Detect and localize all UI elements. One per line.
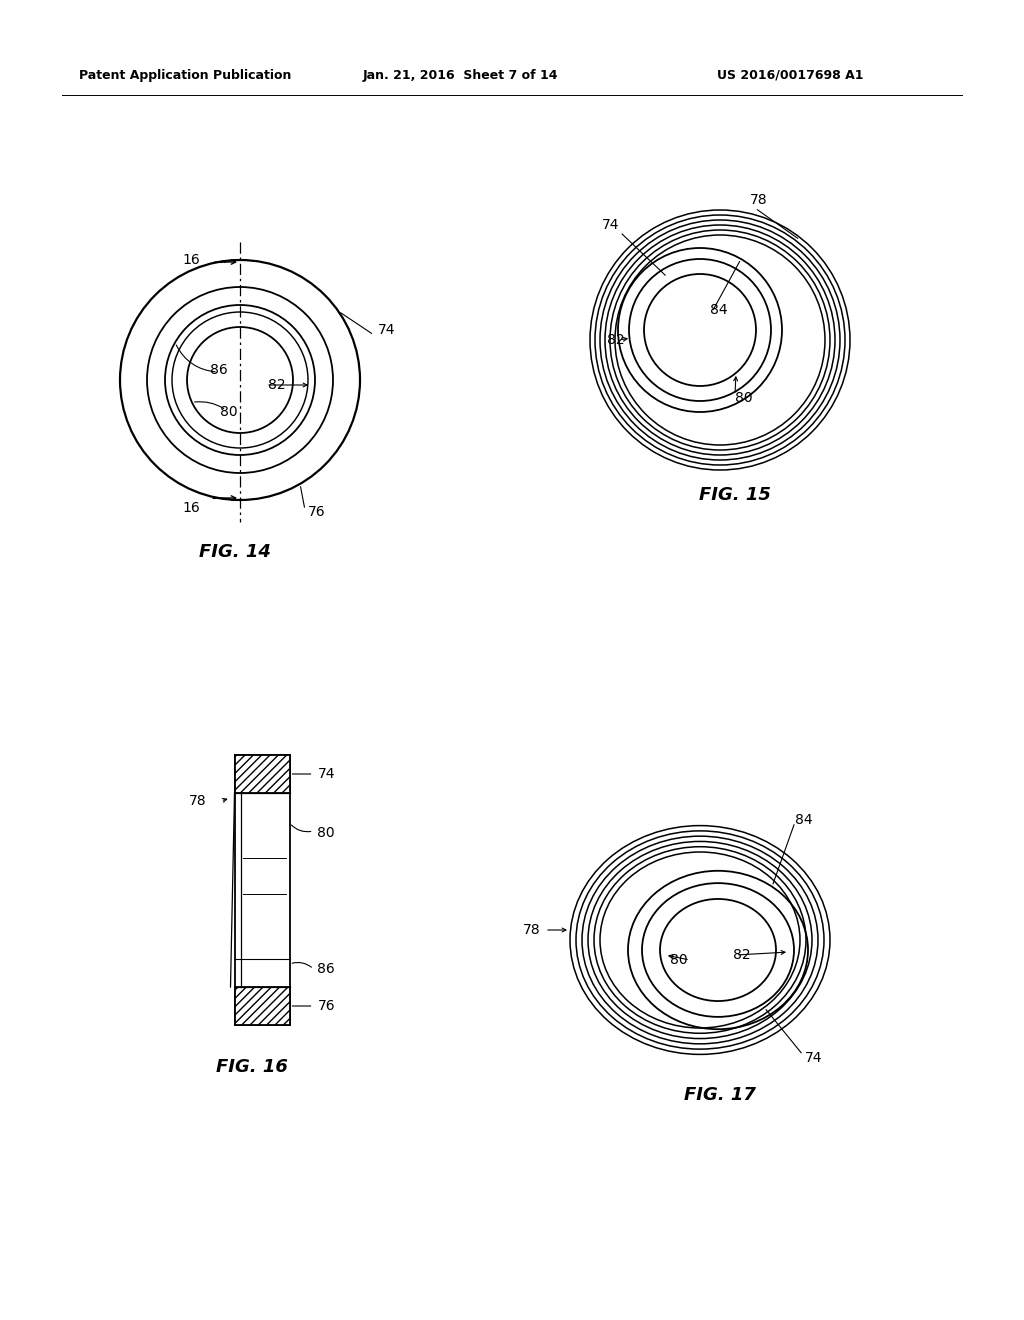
Text: FIG. 17: FIG. 17 bbox=[684, 1086, 756, 1104]
Text: FIG. 15: FIG. 15 bbox=[699, 486, 771, 504]
Text: 74: 74 bbox=[317, 767, 335, 781]
Text: Patent Application Publication: Patent Application Publication bbox=[79, 69, 291, 82]
Text: 82: 82 bbox=[268, 378, 286, 392]
Text: 78: 78 bbox=[522, 923, 540, 937]
Text: 74: 74 bbox=[378, 323, 395, 337]
Text: 78: 78 bbox=[750, 193, 768, 207]
Text: 80: 80 bbox=[735, 391, 753, 405]
Text: 16: 16 bbox=[182, 502, 200, 515]
Text: 86: 86 bbox=[210, 363, 227, 378]
Text: FIG. 14: FIG. 14 bbox=[199, 543, 271, 561]
Bar bbox=[234, 987, 290, 1026]
Text: 80: 80 bbox=[671, 953, 688, 968]
Text: FIG. 16: FIG. 16 bbox=[216, 1059, 288, 1076]
Bar bbox=[234, 755, 290, 793]
Text: 76: 76 bbox=[308, 506, 326, 519]
Text: 76: 76 bbox=[317, 999, 335, 1012]
Text: 82: 82 bbox=[607, 333, 625, 347]
Text: 86: 86 bbox=[317, 962, 335, 975]
Text: 80: 80 bbox=[220, 405, 238, 418]
Text: 84: 84 bbox=[710, 304, 728, 317]
Text: 74: 74 bbox=[805, 1051, 822, 1065]
Text: 80: 80 bbox=[317, 826, 335, 840]
Text: 78: 78 bbox=[188, 795, 207, 808]
Text: 16: 16 bbox=[182, 253, 200, 267]
Text: 74: 74 bbox=[602, 218, 620, 232]
Bar bbox=[234, 755, 290, 1026]
Text: Jan. 21, 2016  Sheet 7 of 14: Jan. 21, 2016 Sheet 7 of 14 bbox=[362, 69, 558, 82]
Text: US 2016/0017698 A1: US 2016/0017698 A1 bbox=[717, 69, 863, 82]
Text: 82: 82 bbox=[733, 948, 751, 962]
Text: 84: 84 bbox=[795, 813, 813, 828]
